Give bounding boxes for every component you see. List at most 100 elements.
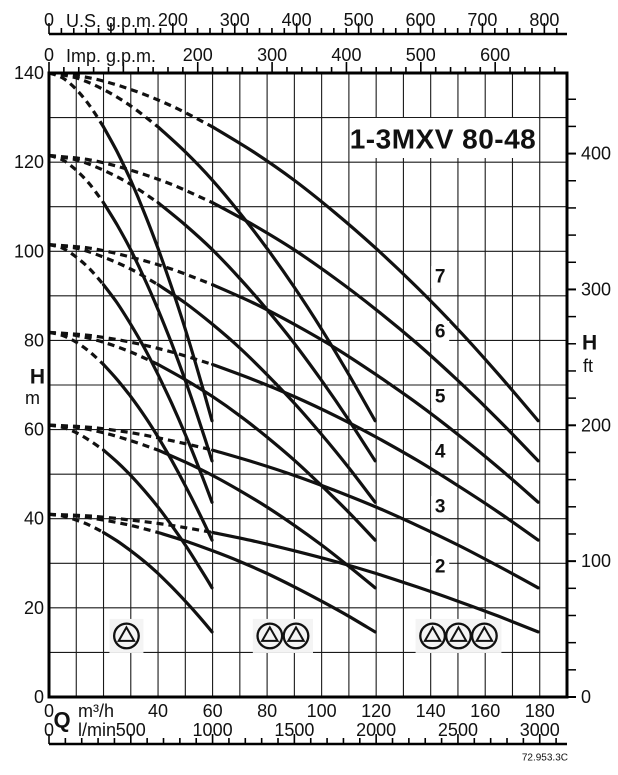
pump-icon-circle — [419, 622, 447, 650]
curve-label-background — [431, 320, 450, 343]
pump-icon-triangle — [286, 625, 306, 642]
head-ft-tick-label: 200 — [581, 415, 611, 435]
pump-icon — [282, 622, 310, 650]
head-m-tick-label: 120 — [14, 152, 44, 172]
head-m-tick-label: 60 — [24, 420, 44, 440]
curve-number-labels: 7 6 5 4 3 2 — [431, 266, 450, 578]
pump-icon — [256, 622, 284, 650]
curve-label-background — [431, 440, 450, 463]
m3h-tick-label: 60 — [203, 701, 223, 721]
curve-5-stages-3-pumps-solid — [211, 283, 540, 504]
curve-7-stages-3-pumps-solid — [211, 125, 540, 423]
curve-label-2: 2 — [435, 556, 446, 577]
pump-icon-triangle — [449, 625, 468, 642]
m3h-tick-label: 180 — [525, 701, 555, 721]
curve-label-4: 4 — [435, 441, 446, 462]
plot-frame — [47, 71, 569, 699]
curve-label-background — [431, 266, 450, 289]
curve-label-6: 6 — [435, 321, 446, 342]
imp-gpm-tick-label: 200 — [183, 45, 213, 65]
m3h-tick-label: 0 — [44, 701, 54, 721]
imp-gpm-tick-label: 400 — [331, 45, 361, 65]
head-ft-tick-label: 400 — [581, 144, 611, 164]
us-gpm-tick-label: 700 — [467, 10, 497, 30]
curve-3-stages-1-pumps-solid — [101, 448, 214, 590]
head-m-tick-label: 20 — [24, 598, 44, 618]
curve-5-stages-3-pumps-dashed — [48, 243, 214, 287]
curve-7-stages-2-pumps-solid — [156, 125, 377, 423]
curve-4-stages-3-pumps-dashed — [48, 330, 214, 367]
m3h-axis-label: m³/h — [78, 701, 114, 721]
curve-7-stages-1-pumps-dashed — [48, 71, 105, 128]
curve-5-stages-1-pumps-dashed — [48, 243, 105, 286]
curve-label-7: 7 — [435, 267, 446, 288]
right-axis-unit-ft: ft — [583, 356, 593, 376]
curve-4-stages-1-pumps-dashed — [48, 330, 105, 366]
head-ft-tick-label: 100 — [581, 551, 611, 571]
curve-label-background — [431, 496, 450, 519]
head-m-tick-label: 80 — [24, 330, 44, 350]
curve-3-stages-3-pumps-solid — [211, 448, 540, 590]
head-m-tick-label: 140 — [14, 63, 44, 83]
left-axis-symbol-H: H — [30, 366, 45, 389]
pump-icon-circle — [256, 622, 284, 650]
us-gpm-axis-label: U.S. g.p.m. — [66, 11, 156, 31]
us-gpm-tick-label: 200 — [158, 10, 188, 30]
left-axis-unit-m: m — [25, 388, 40, 408]
m3h-tick-label: 100 — [307, 701, 337, 721]
pump-icon-circle — [282, 622, 310, 650]
curve-label-3: 3 — [435, 497, 446, 518]
curve-2-stages-2-pumps-solid — [156, 530, 377, 634]
head-m-tick-label: 0 — [34, 687, 44, 707]
curve-2-stages-1-pumps-solid — [101, 530, 214, 634]
lmin-tick-label: 1500 — [274, 720, 314, 740]
us-gpm-tick-label: 400 — [282, 10, 312, 30]
lmin-tick-label: 0 — [44, 720, 54, 740]
m3h-tick-label: 140 — [416, 701, 446, 721]
pump-icon-triangle — [474, 625, 494, 642]
curve-2-stages-1-pumps-dashed — [48, 512, 105, 534]
m3h-tick-label: 120 — [361, 701, 391, 721]
curve-2-stages-3-pumps-solid — [211, 530, 540, 634]
curve-7-stages-3-pumps-dashed — [48, 71, 214, 129]
drawing-code: 72.953.3C — [522, 753, 568, 764]
curve-3-stages-1-pumps-dashed — [48, 423, 105, 452]
plot-border — [47, 71, 569, 699]
imp-gpm-tick-label: 500 — [406, 45, 436, 65]
curve-3-stages-2-pumps-solid — [156, 448, 377, 590]
pump-icon — [112, 622, 140, 650]
chart-title: 1-3MXV 80-48 — [350, 124, 537, 155]
lmin-tick-label: 500 — [116, 720, 146, 740]
pump-icon — [470, 622, 498, 650]
flow-axis-symbol-Q: Q — [53, 708, 70, 733]
us-gpm-tick-label: 800 — [529, 10, 559, 30]
curve-label-background — [431, 555, 450, 578]
imp-gpm-axis-label: Imp. g.p.m. — [66, 46, 156, 66]
lmin-tick-label: 1000 — [193, 720, 233, 740]
m3h-tick-label: 80 — [257, 701, 277, 721]
pump-icon — [419, 622, 447, 650]
pump-count-icons — [109, 618, 502, 653]
head-ft-tick-label: 300 — [581, 279, 611, 299]
m3h-tick-label: 40 — [148, 701, 168, 721]
pump-icon-triangle — [260, 625, 280, 642]
us-gpm-tick-label: 600 — [405, 10, 435, 30]
us-gpm-tick-label: 500 — [344, 10, 374, 30]
curve-label-background — [431, 386, 450, 409]
pump-icon-triangle — [423, 625, 443, 642]
head-m-tick-label: 100 — [14, 241, 44, 261]
title-background — [350, 118, 538, 158]
imp-gpm-tick-label: 300 — [257, 45, 287, 65]
us-gpm-tick-label: 0 — [44, 10, 54, 30]
head-m-tick-label: 40 — [24, 509, 44, 529]
curve-6-stages-3-pumps-solid — [211, 201, 540, 463]
imp-gpm-tick-label: 600 — [480, 45, 510, 65]
curve-6-stages-3-pumps-dashed — [48, 153, 214, 205]
pump-icon-circle — [445, 622, 472, 650]
pump-icon-circle — [470, 622, 498, 650]
curve-5-stages-2-pumps-solid — [156, 283, 377, 504]
curve-label-5: 5 — [435, 387, 446, 408]
imp-gpm-tick-label: 0 — [44, 45, 54, 65]
